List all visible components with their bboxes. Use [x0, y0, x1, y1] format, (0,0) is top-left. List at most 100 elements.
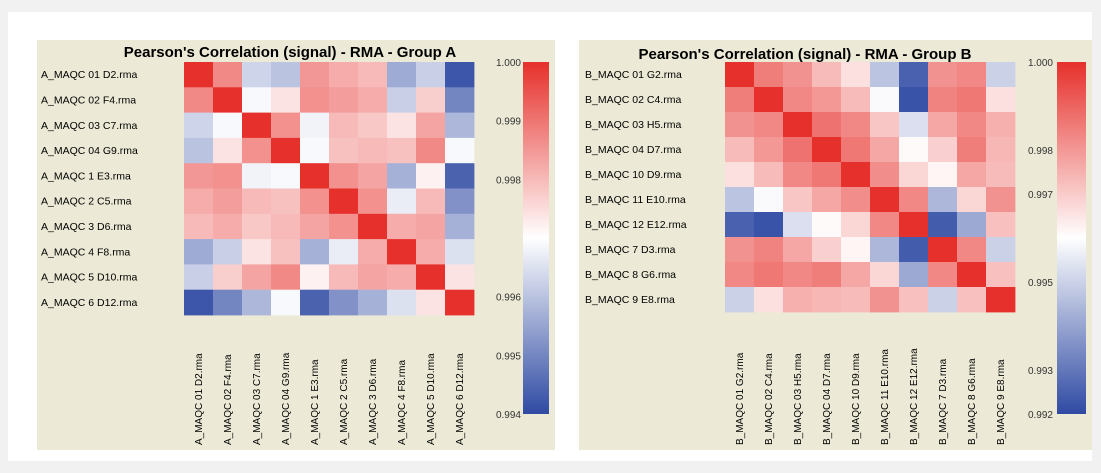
heatmap-cell	[300, 213, 330, 240]
row-label: B_MAQC 11 E10.rma	[585, 194, 686, 206]
heatmap-cell	[754, 262, 784, 288]
heatmap-cell	[812, 87, 842, 113]
heatmap-cell	[812, 287, 842, 313]
column-label: A_MAQC 04 G9.rma	[281, 352, 292, 445]
heatmap-cell	[329, 137, 359, 164]
heatmap-cell	[416, 163, 446, 189]
heatmap-cell	[812, 112, 842, 138]
heatmap-cell	[445, 264, 475, 291]
heatmap-cell	[986, 212, 1016, 238]
column-label: A_MAQC 6 D12.rma	[455, 353, 466, 445]
row-label: A_MAQC 03 C7.rma	[41, 120, 137, 132]
heatmap-cell	[184, 188, 214, 215]
heatmap-cell	[213, 239, 243, 265]
heatmap-cell	[184, 239, 214, 265]
heatmap-cell	[957, 137, 987, 163]
heatmap-cell	[870, 212, 900, 238]
heatmap-cell	[184, 62, 214, 88]
heatmap-cell	[783, 262, 813, 288]
heatmap-cell	[754, 287, 784, 313]
heatmap-cell	[213, 112, 243, 139]
heatmap-cell	[986, 262, 1016, 288]
row-label: A_MAQC 04 G9.rma	[41, 145, 138, 157]
heatmap-cell	[184, 264, 214, 291]
heatmap-cell	[300, 239, 330, 265]
heatmap-cell	[899, 62, 929, 88]
heatmap-cell	[986, 162, 1016, 188]
heatmap-cell	[416, 264, 446, 291]
heatmap-cell	[416, 289, 446, 316]
heatmap-cell	[986, 137, 1016, 163]
heatmap-cell	[271, 213, 301, 240]
heatmap-cell	[725, 137, 755, 163]
column-label: A_MAQC 5 D10.rma	[426, 353, 437, 445]
heatmap-cell	[899, 162, 929, 188]
heatmap-cell	[329, 87, 359, 113]
row-label: B_MAQC 01 G2.rma	[585, 69, 682, 81]
heatmap-cell	[783, 287, 813, 313]
row-label: B_MAQC 12 E12.rma	[585, 219, 687, 231]
heatmap-cell	[754, 87, 784, 113]
heatmap-cell	[329, 163, 359, 189]
color-scale-label: 0.994	[496, 410, 521, 421]
heatmap-cell	[986, 62, 1016, 88]
heatmap-cell	[416, 137, 446, 164]
heatmap-cell	[445, 163, 475, 189]
heatmap-cell	[957, 62, 987, 88]
heatmap-cell	[870, 137, 900, 163]
heatmap-cell	[358, 87, 388, 113]
heatmap-cell	[957, 287, 987, 313]
heatmap-cell	[300, 137, 330, 164]
heatmap-cell	[358, 112, 388, 139]
heatmap-cell	[783, 212, 813, 238]
heatmap-cell	[725, 112, 755, 138]
heatmap-cell	[184, 213, 214, 240]
heatmap-cell	[841, 112, 871, 138]
heatmap-cell	[957, 262, 987, 288]
row-label: B_MAQC 03 H5.rma	[585, 119, 681, 131]
chart-title: Pearson's Correlation (signal) - RMA - G…	[638, 46, 971, 63]
heatmap-cell	[271, 289, 301, 316]
heatmap-cell	[271, 62, 301, 88]
heatmap-cell	[184, 163, 214, 189]
heatmap-cell	[899, 237, 929, 263]
heatmap-cell	[329, 264, 359, 291]
heatmap-cell	[928, 137, 958, 163]
heatmap-panel-group-a: Pearson's Correlation (signal) - RMA - G…	[37, 40, 555, 450]
color-scale-label: 0.996	[496, 293, 521, 304]
heatmap-cell	[387, 163, 417, 189]
heatmap-cell	[445, 289, 475, 316]
column-label: A_MAQC 3 D6.rma	[368, 358, 379, 445]
heatmap-cell	[416, 87, 446, 113]
heatmap-cell	[754, 112, 784, 138]
heatmap-cell	[841, 162, 871, 188]
heatmap-cell	[841, 237, 871, 263]
heatmap-cell	[300, 188, 330, 215]
heatmap-cell	[957, 162, 987, 188]
row-label: B_MAQC 7 D3.rma	[585, 244, 676, 256]
heatmap-cell	[387, 62, 417, 88]
color-scale-label: 0.995	[1028, 278, 1053, 289]
color-scale-label: 1.000	[496, 58, 521, 69]
heatmap-cell	[329, 188, 359, 215]
heatmap-cell	[870, 187, 900, 213]
heatmap-cell	[870, 62, 900, 88]
column-label: B_MAQC 02 C4.rma	[764, 353, 775, 445]
heatmap-cell	[928, 287, 958, 313]
heatmap-cell	[387, 87, 417, 113]
heatmap-cell	[754, 212, 784, 238]
heatmap-cell	[358, 289, 388, 316]
row-label: A_MAQC 6 D12.rma	[41, 297, 137, 309]
heatmap-cell	[754, 162, 784, 188]
row-label: B_MAQC 8 G6.rma	[585, 269, 676, 281]
heatmap-cell	[812, 187, 842, 213]
heatmap-cell	[184, 137, 214, 164]
heatmap-cell	[841, 262, 871, 288]
heatmap-cell	[841, 87, 871, 113]
heatmap-cell	[242, 137, 272, 164]
heatmap-cell	[754, 137, 784, 163]
heatmap-cell	[783, 62, 813, 88]
column-label: B_MAQC 03 H5.rma	[793, 353, 804, 445]
heatmap-cell	[358, 264, 388, 291]
